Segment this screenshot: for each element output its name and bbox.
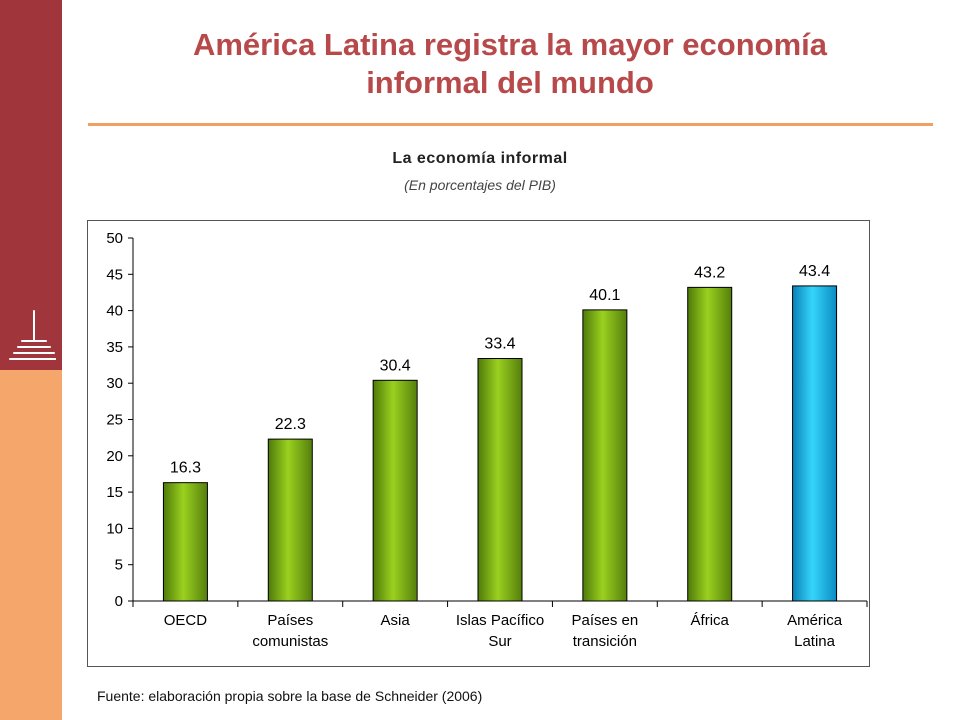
x-tick-label: Asia xyxy=(381,612,411,629)
data-label-0: 16.3 xyxy=(170,460,201,477)
y-tick-label: 10 xyxy=(106,520,123,537)
data-label-3: 33.4 xyxy=(484,336,515,353)
x-tick-label: América xyxy=(787,612,843,629)
bar-1 xyxy=(267,438,313,602)
x-tick-label: Islas Pacífico xyxy=(456,612,544,629)
y-tick-label: 5 xyxy=(115,557,123,574)
bar-3 xyxy=(477,358,523,602)
bar-5 xyxy=(687,286,733,602)
chart-subtitle: (En porcentajes del PIB) xyxy=(404,177,556,193)
bar-4 xyxy=(582,309,628,602)
title-divider xyxy=(88,123,933,126)
x-tick-label: transición xyxy=(573,633,637,650)
x-tick-label: Sur xyxy=(488,633,511,650)
logo-icon xyxy=(9,310,56,360)
x-tick-label: Países xyxy=(267,612,313,629)
bar-chart: 0 5 10 15 20 25 30 35 40 45 50 16.3 OECD 22.3 Países co… xyxy=(87,220,870,667)
x-tick-label: Latina xyxy=(794,633,836,650)
data-label-1: 22.3 xyxy=(275,416,306,433)
slide-title-line-1: América Latina registra la mayor economí… xyxy=(192,27,828,62)
x-tick-label: OECD xyxy=(164,612,208,629)
y-tick-label: 30 xyxy=(106,375,123,392)
data-label-4: 40.1 xyxy=(589,287,620,304)
bar-2 xyxy=(372,379,418,602)
data-label-6: 43.4 xyxy=(799,263,830,280)
data-label-2: 30.4 xyxy=(380,357,411,374)
sidebar-top-band xyxy=(0,0,62,370)
x-tick-label: Países en xyxy=(571,612,638,629)
x-tick-label: comunistas xyxy=(252,633,328,650)
slide-title: América Latina registra la mayor economí… xyxy=(100,26,920,102)
bar-6 xyxy=(792,285,838,602)
y-tick-label: 15 xyxy=(106,484,123,501)
x-tick-label: África xyxy=(691,612,730,629)
y-tick-label: 40 xyxy=(106,303,123,320)
y-tick-label: 50 xyxy=(106,230,123,247)
y-tick-label: 0 xyxy=(115,593,123,610)
bar-0 xyxy=(162,482,208,602)
slide-title-line-2: informal del mundo xyxy=(366,65,654,100)
y-tick-label: 20 xyxy=(106,448,123,465)
source-note: Fuente: elaboración propia sobre la base… xyxy=(97,688,483,704)
y-tick-label: 35 xyxy=(106,339,123,356)
chart-title: La economía informal xyxy=(392,150,568,167)
y-tick-label: 45 xyxy=(106,266,123,283)
y-tick-label: 25 xyxy=(106,412,123,429)
sidebar-bottom-band xyxy=(0,370,62,720)
data-label-5: 43.2 xyxy=(694,264,725,281)
